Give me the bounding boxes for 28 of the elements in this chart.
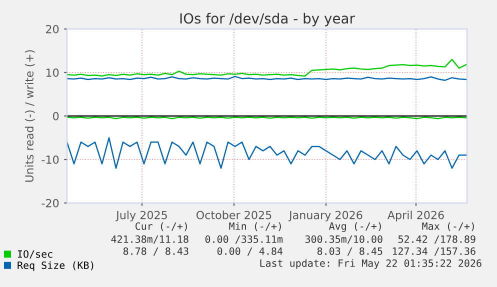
x-tick-label: April 2026 xyxy=(387,210,444,222)
y-tick-label: 20 xyxy=(46,24,59,34)
text: 300.35m/10.00 xyxy=(305,235,382,244)
text: 0.00 / 4.84 xyxy=(217,247,283,256)
text: Cur (-/+) xyxy=(135,222,187,232)
x-tick-label: July 2025 xyxy=(116,210,167,222)
text: 8.78 / 8.43 xyxy=(123,247,188,256)
text: Min (-/+) xyxy=(229,222,281,232)
x-tick-label: October 2025 xyxy=(196,210,272,220)
chart-title: IOs for /dev/sda - by year xyxy=(180,12,355,26)
text: 421.38m/11.18 xyxy=(111,235,188,244)
text: Max (-/+) xyxy=(422,222,474,232)
y-tick-label: 10 xyxy=(46,68,59,77)
y-axis-title: Units read (-) / write (+) xyxy=(24,50,35,182)
text: 127.34 /157.36 xyxy=(392,247,476,256)
x-tick-label: January 2026 xyxy=(288,210,362,222)
y-tick-label: -10 xyxy=(42,155,59,164)
text: Avg (-/+) xyxy=(329,222,381,232)
text: 0.00 /335.11m xyxy=(205,235,283,244)
legend-label: Req Size (KB) xyxy=(18,261,94,271)
y-tick-label: -20 xyxy=(42,198,59,208)
text: 8.03 / 8.45 xyxy=(317,247,382,256)
text: Last update: Fri May 22 01:35:22 2026 xyxy=(260,259,482,269)
line-series xyxy=(67,137,467,169)
line-series xyxy=(67,58,467,77)
text: 52.42 /178.89 xyxy=(398,235,476,244)
legend-label: IO/sec xyxy=(18,250,52,259)
y-tick-label: 0 xyxy=(53,112,59,120)
